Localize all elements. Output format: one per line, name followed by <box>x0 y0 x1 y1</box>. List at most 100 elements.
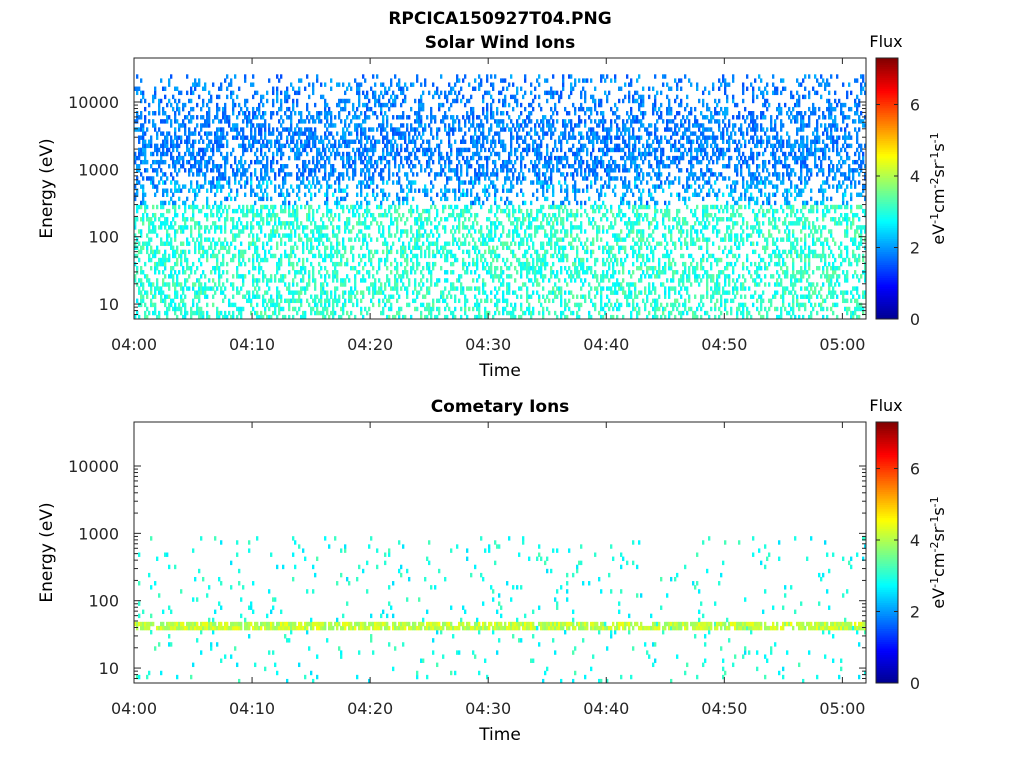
spectrogram-cell <box>546 119 549 124</box>
spectrogram-cell <box>502 98 505 104</box>
spectrogram-cell <box>340 155 343 161</box>
spectrogram-cell <box>560 184 563 189</box>
spectrogram-cell <box>536 270 539 275</box>
spectrogram-cell <box>208 115 211 120</box>
spectrogram-cell <box>304 119 307 124</box>
spectrogram-cell <box>144 98 147 104</box>
spectrogram-cell <box>306 184 309 189</box>
spectrogram-cell <box>478 82 481 87</box>
spectrogram-cell <box>542 278 545 283</box>
spectrogram-cell <box>350 249 353 255</box>
spectrogram-cell <box>326 208 329 214</box>
spectrogram-cell <box>520 225 523 230</box>
spectrogram-cell <box>324 115 327 120</box>
spectrogram-cell <box>326 237 329 242</box>
spectrogram-cell <box>180 306 183 312</box>
spectrogram-cell <box>356 123 359 128</box>
spectrogram-cell <box>292 139 295 144</box>
spectrogram-cell <box>552 233 555 238</box>
spectrogram-cell <box>414 151 417 157</box>
spectrogram-cell <box>310 135 313 140</box>
spectrogram-cell <box>464 217 467 222</box>
spectrogram-cell <box>436 241 439 246</box>
spectrogram-cell <box>502 225 505 230</box>
spectrogram-cell <box>184 151 187 157</box>
spectrogram-cell <box>232 102 235 108</box>
spectrogram-cell <box>288 290 291 295</box>
spectrogram-cell <box>572 184 575 189</box>
spectrogram-cell <box>134 119 137 124</box>
spectrogram-cell <box>550 245 553 251</box>
spectrogram-cell <box>172 217 175 222</box>
spectrogram-cell <box>142 131 145 136</box>
spectrogram-cell <box>138 257 141 263</box>
spectrogram-cell <box>346 221 349 226</box>
spectrogram-cell <box>452 282 455 287</box>
spectrogram-cell <box>142 188 145 193</box>
spectrogram-cell <box>140 90 143 96</box>
spectrogram-cell <box>328 208 331 214</box>
spectrogram-cell <box>298 86 301 91</box>
spectrogram-cell <box>564 233 567 238</box>
spectrogram-cell <box>272 131 275 136</box>
spectrogram-cell <box>298 306 301 312</box>
spectrogram-cell <box>320 253 323 259</box>
spectrogram-cell <box>430 151 433 157</box>
spectrogram-cell <box>190 98 193 104</box>
spectrogram-cell <box>550 123 553 128</box>
spectrogram-cell <box>536 172 539 177</box>
spectrogram-cell <box>232 253 235 259</box>
spectrogram-cell <box>486 217 489 222</box>
spectrogram-cell <box>238 180 241 185</box>
spectrogram-cell <box>322 139 325 144</box>
spectrogram-cell <box>256 310 259 316</box>
spectrogram-cell <box>186 241 189 246</box>
spectrogram-cell <box>374 278 377 283</box>
spectrogram-cell <box>490 204 493 210</box>
spectrogram-cell <box>168 225 171 230</box>
spectrogram-cell <box>178 151 181 157</box>
spectrogram-cell <box>312 208 315 214</box>
spectrogram-cell <box>248 111 251 116</box>
spectrogram-cell <box>388 176 391 181</box>
spectrogram-cell <box>514 98 517 104</box>
spectrogram-cell <box>144 192 147 198</box>
spectrogram-cell <box>178 204 181 210</box>
spectrogram-cell <box>224 164 227 169</box>
spectrogram-cell <box>556 147 559 153</box>
spectrogram-cell <box>566 282 569 287</box>
spectrogram-cell <box>250 123 253 128</box>
spectrogram-cell <box>482 265 485 271</box>
spectrogram-cell <box>382 147 385 153</box>
spectrogram-cell <box>206 143 209 149</box>
spectrogram-cell <box>380 155 383 161</box>
spectrogram-cell <box>460 212 463 218</box>
spectrogram-cell <box>360 204 363 210</box>
spectrogram-cell <box>228 184 231 189</box>
spectrogram-cell <box>542 225 545 230</box>
spectrogram-cell <box>216 102 219 108</box>
spectrogram-cell <box>286 127 289 132</box>
spectrogram-cell <box>198 290 201 295</box>
spectrogram-cell <box>478 139 481 144</box>
spectrogram-cell <box>222 253 225 259</box>
spectrogram-cell <box>328 106 331 112</box>
spectrogram-cell <box>556 155 559 161</box>
spectrogram-cell <box>146 306 149 312</box>
spectrogram-cell <box>450 151 453 157</box>
spectrogram-cell <box>402 111 405 116</box>
spectrogram-cell <box>366 225 369 230</box>
spectrogram-cell <box>400 159 403 165</box>
spectrogram-cell <box>240 159 243 165</box>
spectrogram-cell <box>372 286 375 291</box>
spectrogram-cell <box>244 180 247 185</box>
spectrogram-cell <box>368 172 371 177</box>
spectrogram-cell <box>438 155 441 161</box>
spectrogram-cell <box>528 265 531 271</box>
spectrogram-cell <box>224 172 227 177</box>
spectrogram-cell <box>342 135 345 140</box>
spectrogram-cell <box>380 127 383 132</box>
spectrogram-cell <box>404 257 407 263</box>
spectrogram-cell <box>396 298 399 304</box>
spectrogram-cell <box>386 123 389 128</box>
